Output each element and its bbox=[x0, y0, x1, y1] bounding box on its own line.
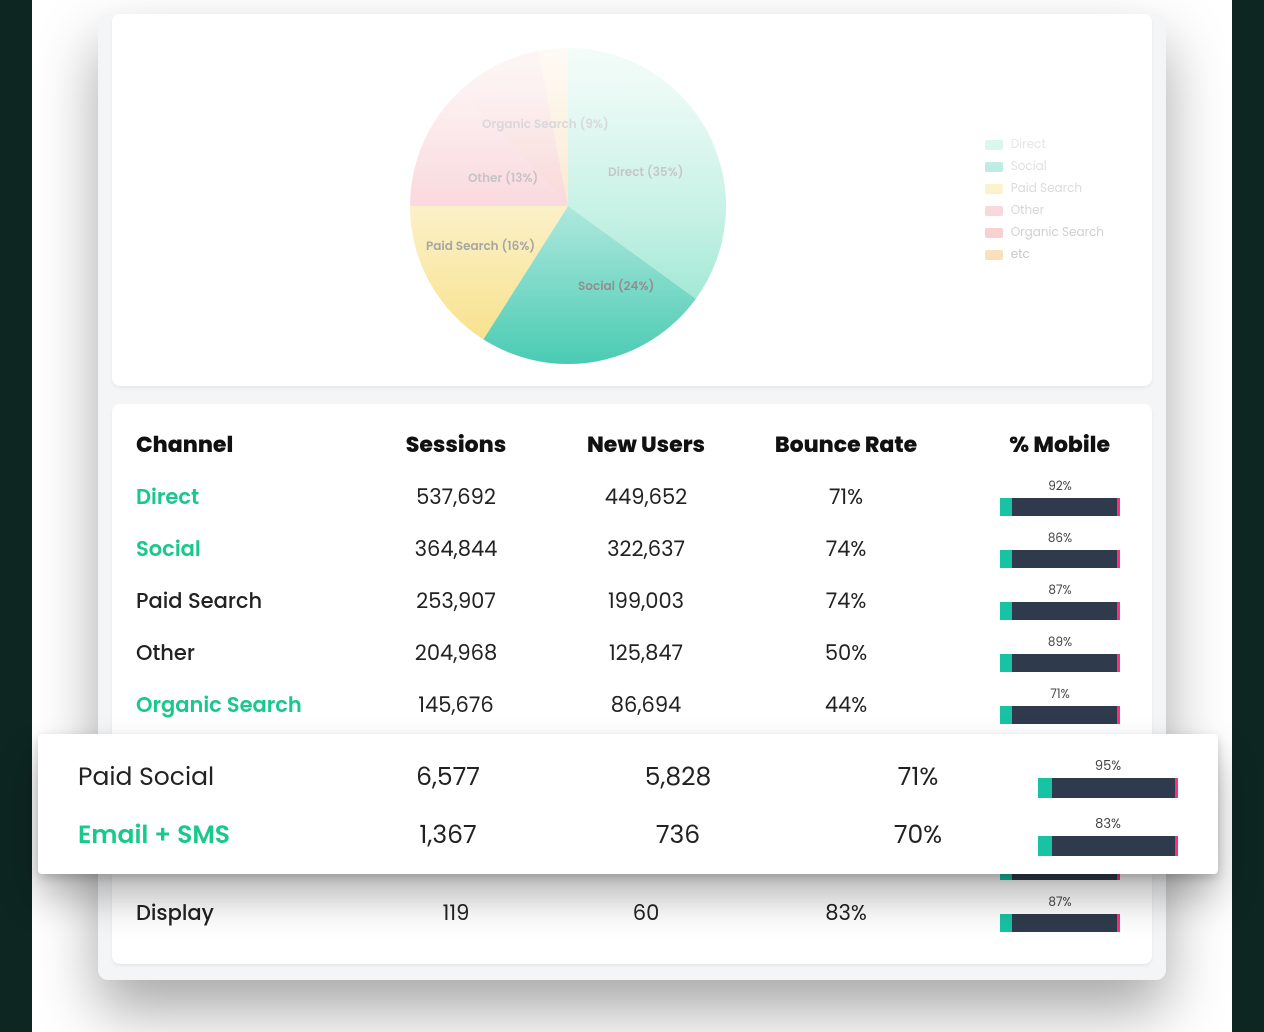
cell-bounce: 74% bbox=[746, 534, 946, 565]
cell-mobile: 87% bbox=[946, 894, 1128, 932]
cell-bounce: 83% bbox=[746, 898, 946, 929]
cell-bounce: 44% bbox=[746, 690, 946, 721]
mobile-bar-pct: 83% bbox=[1038, 814, 1178, 834]
stage: Direct (35%) Social (24%) Paid Search (16%… bbox=[32, 0, 1232, 1032]
mobile-bar-pct: 71% bbox=[1000, 686, 1120, 704]
mobile-bar-pct: 86% bbox=[1000, 530, 1120, 548]
mobile-bar: 95% bbox=[1038, 756, 1178, 798]
table-row[interactable]: Social364,844322,63774% 86% bbox=[136, 523, 1128, 575]
legend-item[interactable]: Direct bbox=[985, 134, 1104, 156]
mobile-bar-pct: 95% bbox=[1038, 756, 1178, 776]
mobile-bar: 87% bbox=[1000, 894, 1120, 932]
table-row[interactable]: Organic Search145,67686,69444% 71% bbox=[136, 679, 1128, 731]
legend-label: Other bbox=[1011, 200, 1044, 222]
pie-slice-label: Organic Search (9%) bbox=[482, 116, 609, 134]
cell-new-users: 449,652 bbox=[546, 482, 746, 513]
legend-label: Paid Search bbox=[1011, 178, 1082, 200]
legend-item[interactable]: Paid Search bbox=[985, 178, 1104, 200]
mobile-bar-pct: 89% bbox=[1000, 634, 1120, 652]
cell-channel: Email + SMS bbox=[78, 816, 338, 854]
legend-item[interactable]: Other bbox=[985, 200, 1104, 222]
cell-sessions: 204,968 bbox=[366, 638, 546, 669]
pie-slice-label: Paid Search (16%) bbox=[426, 238, 535, 256]
cell-mobile: 71% bbox=[946, 686, 1128, 724]
cell-new-users: 199,003 bbox=[546, 586, 746, 617]
cell-sessions: 253,907 bbox=[366, 586, 546, 617]
cell-channel: Display bbox=[136, 898, 366, 929]
cell-channel: Organic Search bbox=[136, 690, 366, 721]
cell-new-users: 5,828 bbox=[558, 758, 798, 796]
cell-mobile: 87% bbox=[946, 582, 1128, 620]
legend-swatch bbox=[985, 250, 1003, 260]
cell-channel: Paid Search bbox=[136, 586, 366, 617]
mobile-bar: 71% bbox=[1000, 686, 1120, 724]
mobile-bar: 86% bbox=[1000, 530, 1120, 568]
cell-sessions: 364,844 bbox=[366, 534, 546, 565]
cell-channel: Social bbox=[136, 534, 366, 565]
pie-chart: Direct (35%) Social (24%) Paid Search (16%… bbox=[408, 46, 728, 366]
mobile-bar: 83% bbox=[1038, 814, 1178, 856]
table-row[interactable]: Direct537,692449,65271% 92% bbox=[136, 471, 1128, 523]
table-header: Channel Sessions New Users Bounce Rate %… bbox=[136, 422, 1128, 471]
channel-table-card: Channel Sessions New Users Bounce Rate %… bbox=[112, 404, 1152, 964]
mobile-bar-pct: 87% bbox=[1000, 894, 1120, 912]
zoom-row[interactable]: Paid Social6,5775,82871%95% bbox=[78, 748, 1178, 806]
cell-new-users: 60 bbox=[546, 898, 746, 929]
pie-slice-label: Other (13%) bbox=[468, 170, 538, 188]
mobile-bar: 87% bbox=[1000, 582, 1120, 620]
cell-channel: Other bbox=[136, 638, 366, 669]
cell-sessions: 119 bbox=[366, 898, 546, 929]
legend-item[interactable]: Organic Search bbox=[985, 222, 1104, 244]
cell-sessions: 6,577 bbox=[338, 758, 558, 796]
cell-new-users: 322,637 bbox=[546, 534, 746, 565]
legend-label: Organic Search bbox=[1011, 222, 1104, 244]
cell-sessions: 145,676 bbox=[366, 690, 546, 721]
pie-legend: DirectSocialPaid SearchOtherOrganic Sear… bbox=[985, 134, 1104, 266]
mobile-bar: 92% bbox=[1000, 478, 1120, 516]
mobile-bar: 89% bbox=[1000, 634, 1120, 672]
legend-label: Direct bbox=[1011, 134, 1046, 156]
legend-swatch bbox=[985, 140, 1003, 150]
legend-swatch bbox=[985, 206, 1003, 216]
table-row[interactable]: Display1196083% 87% bbox=[136, 887, 1128, 939]
legend-swatch bbox=[985, 162, 1003, 172]
cell-new-users: 736 bbox=[558, 816, 798, 854]
mobile-bar-pct: 87% bbox=[1000, 582, 1120, 600]
cell-bounce: 71% bbox=[798, 758, 1038, 796]
table-row[interactable]: Paid Search253,907199,00374% 87% bbox=[136, 575, 1128, 627]
cell-new-users: 125,847 bbox=[546, 638, 746, 669]
cell-bounce: 50% bbox=[746, 638, 946, 669]
cell-mobile: 83% bbox=[1038, 814, 1178, 856]
legend-item[interactable]: etc bbox=[985, 244, 1104, 266]
table-row[interactable]: Other204,968125,84750% 89% bbox=[136, 627, 1128, 679]
cell-mobile: 89% bbox=[946, 634, 1128, 672]
cell-channel: Paid Social bbox=[78, 758, 338, 796]
mobile-bar-pct: 92% bbox=[1000, 478, 1120, 496]
col-pct-mobile: % Mobile bbox=[946, 428, 1128, 461]
cell-mobile: 86% bbox=[946, 530, 1128, 568]
legend-swatch bbox=[985, 228, 1003, 238]
cell-new-users: 86,694 bbox=[546, 690, 746, 721]
cell-bounce: 70% bbox=[798, 816, 1038, 854]
legend-swatch bbox=[985, 184, 1003, 194]
legend-item[interactable]: Social bbox=[985, 156, 1104, 178]
col-sessions: Sessions bbox=[366, 428, 546, 461]
cell-sessions: 1,367 bbox=[338, 816, 558, 854]
pie-slice-label: Direct (35%) bbox=[608, 164, 683, 182]
legend-label: Social bbox=[1011, 156, 1047, 178]
cell-sessions: 537,692 bbox=[366, 482, 546, 513]
legend-label: etc bbox=[1011, 244, 1030, 266]
col-new-users: New Users bbox=[546, 428, 746, 461]
cell-bounce: 71% bbox=[746, 482, 946, 513]
zoom-row[interactable]: Email + SMS1,36773670%83% bbox=[78, 806, 1178, 864]
col-channel: Channel bbox=[136, 428, 366, 461]
cell-channel: Direct bbox=[136, 482, 366, 513]
pie-card: Direct (35%) Social (24%) Paid Search (16%… bbox=[112, 14, 1152, 386]
cell-mobile: 95% bbox=[1038, 756, 1178, 798]
pie-slice-label: Social (24%) bbox=[578, 278, 654, 296]
cell-bounce: 74% bbox=[746, 586, 946, 617]
zoom-overlay-card: Paid Social6,5775,82871%95%Email + SMS1,… bbox=[38, 734, 1218, 874]
cell-mobile: 92% bbox=[946, 478, 1128, 516]
col-bounce-rate: Bounce Rate bbox=[746, 428, 946, 461]
